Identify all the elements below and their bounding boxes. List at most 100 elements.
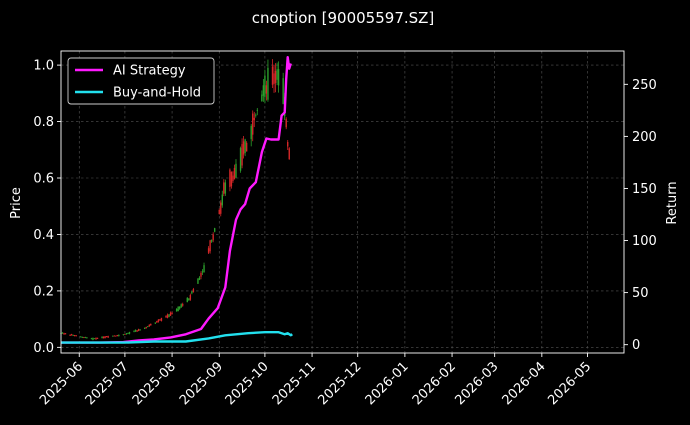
candlestick-series (60, 59, 290, 341)
candle-body-97 (265, 85, 268, 94)
chart-title: cnoption [90005597.SZ] (252, 9, 435, 27)
candle-body-5 (70, 334, 73, 336)
candle-body-62 (191, 291, 193, 294)
candle-body-22 (105, 336, 108, 338)
candle-body-55 (177, 306, 179, 311)
candle-body-78 (224, 182, 227, 194)
candle-body-53 (171, 312, 173, 314)
y-axis-left-label: Price (9, 187, 24, 219)
candle-body-51 (168, 314, 170, 317)
candle-body-72 (212, 234, 214, 241)
candle-body-60 (188, 298, 190, 301)
candle-body-71 (210, 239, 213, 242)
candle-body-24 (112, 335, 114, 337)
candle-body-63 (192, 289, 195, 293)
candle-body-90 (252, 113, 254, 135)
candle-body-27 (116, 334, 118, 336)
candle-body-94 (261, 94, 263, 102)
candle-body-36 (136, 330, 138, 332)
candle-body-89 (250, 125, 252, 140)
candle-body-33 (128, 332, 131, 334)
right-tick-label-4: 200 (632, 130, 657, 145)
left-tick-label-2: 0.4 (33, 228, 54, 243)
candle-body-83 (235, 163, 237, 178)
left-tick-label-1: 0.2 (33, 284, 54, 299)
left-tick-label-3: 0.6 (33, 172, 54, 187)
right-tick-label-5: 250 (632, 78, 657, 93)
candle-body-31 (125, 333, 128, 335)
legend-box (67, 57, 215, 105)
candle-body-1 (61, 332, 64, 334)
candle-body-81 (232, 175, 234, 182)
series-line-ai-strategy (61, 56, 292, 344)
candle-body-106 (285, 119, 287, 128)
candle-body-75 (220, 202, 222, 214)
left-tick-label-5: 1.0 (33, 59, 54, 74)
candle-body-87 (244, 139, 246, 153)
candle-body-49 (165, 316, 167, 318)
candle-body-92 (255, 114, 257, 116)
candle-body-35 (134, 329, 137, 332)
legend: AI Strategy Buy-and-Hold (67, 57, 215, 105)
candle-body-104 (282, 78, 284, 104)
candle-body-37 (137, 329, 140, 331)
candle-body-34 (133, 330, 135, 332)
candle-body-66 (200, 272, 202, 277)
candle-body-85 (241, 144, 243, 166)
candle-body-100 (273, 73, 275, 84)
candle-body-19 (101, 336, 103, 339)
left-tick-label-0: 0.0 (33, 341, 54, 356)
candle-body-70 (209, 240, 211, 252)
candle-body-39 (143, 327, 146, 329)
candle-body-52 (169, 312, 172, 316)
candle-body-82 (233, 167, 236, 180)
candle-body-64 (197, 278, 199, 284)
candle-body-4 (69, 334, 71, 336)
candle-body-68 (203, 265, 205, 273)
y-axis-right-label: Return (665, 181, 680, 224)
candle-body-88 (245, 142, 248, 152)
right-tick-label-0: 0 (632, 338, 640, 353)
series-line-buy-and-hold (61, 331, 293, 344)
candle-body-42 (148, 324, 150, 327)
candle-body-20 (102, 336, 105, 339)
candle-body-32 (127, 333, 129, 334)
candle-body-18 (96, 337, 99, 339)
candle-body-84 (239, 148, 242, 171)
candle-body-93 (256, 109, 258, 111)
candle-body-103 (277, 69, 280, 86)
candle-body-2 (63, 332, 65, 335)
candle-body-80 (230, 171, 233, 187)
candle-body-69 (207, 248, 210, 253)
candle-body-8 (75, 335, 77, 337)
candle-body-54 (175, 308, 178, 312)
candle-body-86 (242, 141, 245, 155)
legend-label-1: Buy-and-Hold (113, 86, 201, 101)
candle-body-40 (145, 326, 147, 329)
candle-body-3 (64, 333, 67, 335)
candle-body-73 (213, 228, 216, 232)
candle-body-29 (122, 334, 125, 336)
candle-body-76 (221, 194, 223, 206)
candle-body-96 (264, 75, 266, 97)
candle-body-101 (274, 70, 277, 83)
candle-body-91 (253, 117, 255, 121)
candle-body-15 (92, 337, 94, 340)
candle-body-107 (287, 142, 289, 147)
legend-label-0: AI Strategy (113, 64, 186, 79)
candle-body-12 (84, 337, 87, 338)
candle-body-48 (160, 317, 163, 321)
candle-body-50 (166, 314, 169, 318)
candle-body-16 (93, 338, 96, 340)
candle-body-44 (154, 322, 157, 324)
candle-body-102 (276, 69, 278, 80)
candle-body-10 (81, 336, 84, 338)
candle-body-6 (72, 335, 74, 337)
candle-body-61 (189, 295, 192, 300)
candle-body-45 (156, 321, 158, 323)
candle-body-7 (73, 335, 76, 337)
candle-body-14 (90, 338, 93, 340)
candle-body-43 (150, 323, 152, 326)
